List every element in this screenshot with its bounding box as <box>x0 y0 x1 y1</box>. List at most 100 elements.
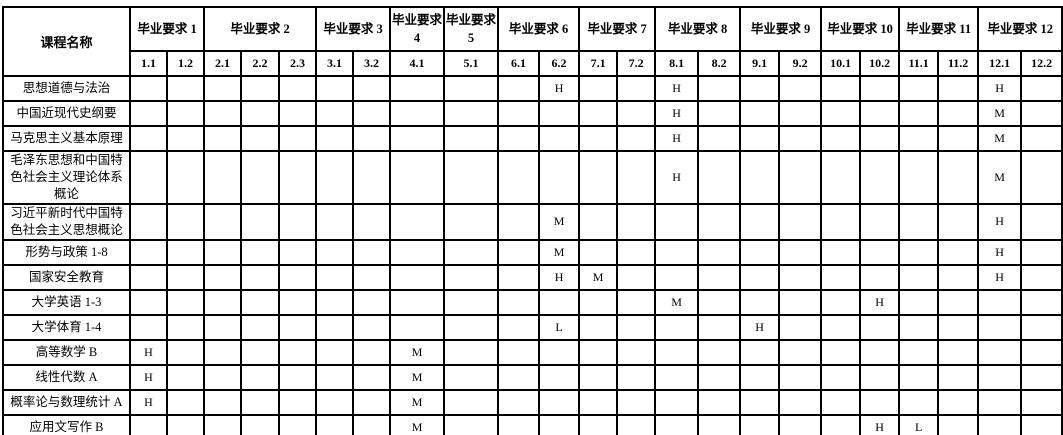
matrix-cell <box>697 388 742 416</box>
matrix-cell <box>240 100 281 127</box>
matrix-cell <box>1020 413 1063 435</box>
matrix-cell <box>203 202 243 241</box>
matrix-cell <box>443 313 500 341</box>
matrix-cell <box>497 363 541 391</box>
matrix-cell <box>859 313 901 341</box>
matrix-cell <box>898 288 940 316</box>
matrix-cell <box>165 202 206 241</box>
indicator-header-1-1: 1.1 <box>129 50 168 77</box>
matrix-cell <box>820 238 862 266</box>
matrix-cell <box>538 338 581 366</box>
matrix-cell <box>240 125 281 152</box>
matrix-cell <box>697 413 742 435</box>
course-name-cell: 形势与政策 1-8 <box>2 238 131 266</box>
matrix-cell <box>443 413 500 435</box>
course-name-cell: 国家安全教育 <box>2 263 131 291</box>
course-name-cell: 马克思主义基本原理 <box>2 125 131 152</box>
matrix-cell <box>898 388 940 416</box>
matrix-cell <box>739 75 781 102</box>
matrix-cell <box>778 338 823 366</box>
matrix-cell <box>129 75 168 102</box>
matrix-cell <box>315 75 355 102</box>
matrix-cell <box>616 388 657 416</box>
course-name-cell: 大学英语 1-3 <box>2 288 131 316</box>
course-row: 习近平新时代中国特色社会主义思想概论 M H <box>2 202 1063 241</box>
matrix-cell <box>977 413 1023 435</box>
matrix-cell <box>538 388 581 416</box>
matrix-cell <box>937 288 980 316</box>
matrix-cell <box>497 313 541 341</box>
matrix-cell <box>820 125 862 152</box>
indicator-header-12-2: 12.2 <box>1020 50 1063 77</box>
matrix-cell <box>977 363 1023 391</box>
matrix-cell <box>240 150 281 205</box>
matrix-cell <box>497 125 541 152</box>
indicator-header-8-1: 8.1 <box>654 50 700 77</box>
matrix-cell <box>937 150 980 205</box>
matrix-cell <box>497 150 541 205</box>
matrix-cell <box>203 75 243 102</box>
matrix-cell <box>578 238 619 266</box>
matrix-cell <box>820 363 862 391</box>
matrix-cell <box>654 413 700 435</box>
matrix-cell <box>937 363 980 391</box>
correlation-mark-cell: M <box>389 338 446 366</box>
matrix-cell <box>778 238 823 266</box>
requirement-group-header-6: 毕业要求 6 <box>497 6 581 52</box>
matrix-cell <box>315 388 355 416</box>
matrix-cell <box>937 75 980 102</box>
correlation-mark-cell: H <box>859 288 901 316</box>
matrix-cell <box>497 263 541 291</box>
matrix-cell <box>352 338 392 366</box>
matrix-cell <box>898 363 940 391</box>
matrix-cell <box>203 125 243 152</box>
indicator-header-7-1: 7.1 <box>578 50 619 77</box>
requirement-group-header-9: 毕业要求 9 <box>739 6 823 52</box>
matrix-cell <box>937 313 980 341</box>
indicator-header-1-2: 1.2 <box>165 50 206 77</box>
matrix-cell <box>739 288 781 316</box>
matrix-cell <box>129 100 168 127</box>
matrix-cell <box>497 75 541 102</box>
correlation-mark-cell: H <box>654 150 700 205</box>
correlation-mark-cell: M <box>977 100 1023 127</box>
matrix-cell <box>315 238 355 266</box>
correlation-mark-cell: H <box>859 413 901 435</box>
matrix-cell <box>778 125 823 152</box>
matrix-cell <box>129 125 168 152</box>
matrix-cell <box>739 338 781 366</box>
matrix-cell <box>859 150 901 205</box>
matrix-cell <box>203 100 243 127</box>
matrix-cell <box>977 288 1023 316</box>
matrix-cell <box>203 338 243 366</box>
matrix-cell <box>1020 202 1063 241</box>
matrix-cell <box>497 338 541 366</box>
matrix-cell <box>654 202 700 241</box>
correlation-mark-cell: M <box>654 288 700 316</box>
matrix-cell <box>352 413 392 435</box>
matrix-cell <box>240 313 281 341</box>
matrix-cell <box>739 202 781 241</box>
matrix-cell <box>165 388 206 416</box>
matrix-cell <box>654 238 700 266</box>
matrix-cell <box>1020 238 1063 266</box>
matrix-cell <box>937 100 980 127</box>
matrix-cell <box>898 338 940 366</box>
correlation-mark-cell: M <box>578 263 619 291</box>
course-name-cell: 中国近现代史纲要 <box>2 100 131 127</box>
matrix-cell <box>616 363 657 391</box>
matrix-cell <box>578 75 619 102</box>
requirement-group-header-10: 毕业要求 10 <box>820 6 901 52</box>
matrix-cell <box>616 313 657 341</box>
matrix-cell <box>859 238 901 266</box>
correlation-mark-cell: M <box>389 388 446 416</box>
matrix-cell <box>937 202 980 241</box>
matrix-cell <box>497 238 541 266</box>
matrix-cell <box>616 238 657 266</box>
indicator-header-6-2: 6.2 <box>538 50 581 77</box>
matrix-cell <box>820 150 862 205</box>
matrix-cell <box>578 150 619 205</box>
matrix-cell <box>389 150 446 205</box>
indicator-header-12-1: 12.1 <box>977 50 1023 77</box>
